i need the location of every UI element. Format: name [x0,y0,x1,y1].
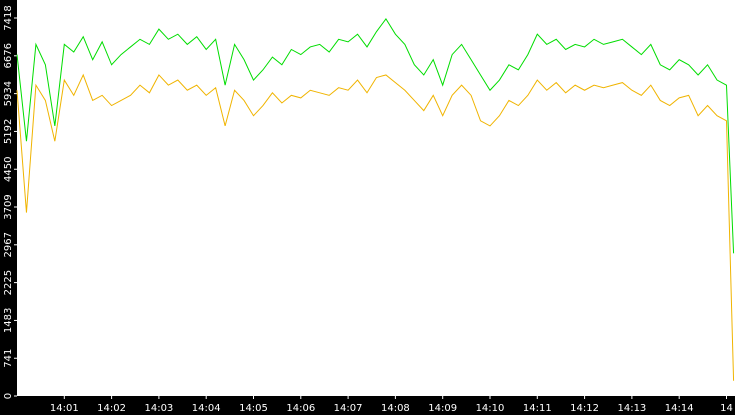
y-tick-label: 741 [3,349,14,368]
x-tick-label: 14:06 [286,403,315,414]
y-tick-label: 5934 [3,81,14,106]
y-tick-label: 7418 [3,5,14,30]
series-line [16,73,735,381]
y-tick-label: 5192 [3,119,14,144]
x-tick-label: 14:11 [523,403,552,414]
x-axis-band [0,396,735,415]
x-tick-label: 14:09 [428,403,457,414]
y-tick-label: 2225 [3,270,14,295]
x-tick-label: 14:07 [334,403,363,414]
x-tick-label: 14:08 [381,403,410,414]
x-tick-label: 14:03 [144,403,173,414]
x-tick-label: 14:14 [665,403,694,414]
y-tick-label: 2967 [3,232,14,257]
x-tick-label: 14:04 [192,403,221,414]
x-tick-label: 14 [720,403,733,414]
y-tick-label: 6676 [3,43,14,68]
x-tick-label: 14:13 [617,403,646,414]
y-tick-label: 3709 [3,194,14,219]
x-tick-label: 14:10 [476,403,505,414]
x-tick-label: 14:05 [239,403,268,414]
x-tick-label: 14:12 [570,403,599,414]
series-line [16,18,735,254]
y-axis-band [0,0,17,415]
y-tick-label: 1483 [3,308,14,333]
x-tick-label: 14:01 [50,403,79,414]
y-tick-label: 4450 [3,157,14,182]
x-tick-label: 14:02 [97,403,126,414]
y-tick-label: 0 [3,393,14,399]
